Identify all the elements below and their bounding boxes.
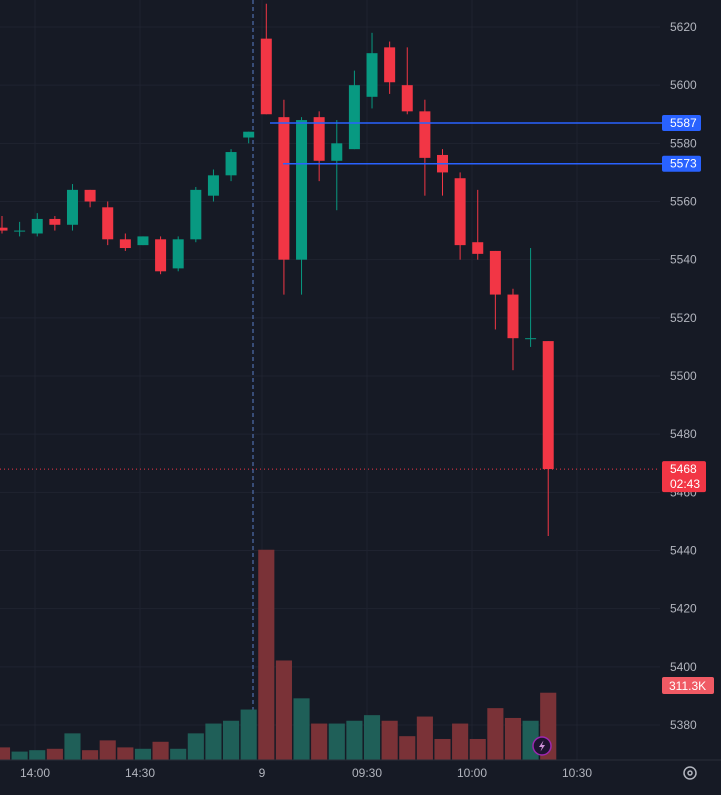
volume-bar: [11, 751, 28, 760]
x-tick-label: 09:30: [352, 766, 382, 780]
candle-body: [243, 131, 255, 138]
volume-bar: [99, 740, 116, 760]
volume-bar: [328, 723, 345, 760]
volume-bar: [223, 720, 240, 760]
price-line-tag-label: 5573: [670, 157, 697, 171]
candle-body: [207, 175, 219, 196]
candle-body: [384, 47, 396, 83]
candle-body: [278, 117, 290, 260]
time-axis[interactable]: 14:00 14:30 9 09:30 10:00 10:30: [0, 759, 721, 780]
volume-bar: [0, 747, 11, 760]
volume-bar: [170, 748, 187, 760]
candle-body: [296, 120, 308, 260]
candle-body: [14, 230, 26, 232]
y-tick-label: 5580: [670, 136, 697, 150]
y-tick-label: 5620: [670, 20, 697, 34]
candles: [0, 3, 554, 536]
y-tick-label: 5400: [670, 660, 697, 674]
lightning-icon[interactable]: [532, 736, 552, 756]
y-tick-label: 5420: [670, 602, 697, 616]
volume-bars: [0, 549, 557, 760]
price-line-tag-label: 5587: [670, 116, 697, 130]
volume-tag-label: 311.3K: [669, 679, 706, 693]
volume-bar: [381, 720, 398, 760]
volume-bar: [416, 716, 433, 760]
candle-body: [525, 338, 537, 340]
candle-body: [489, 250, 501, 295]
price-lines: [0, 122, 662, 470]
x-tick-label: 14:30: [125, 766, 155, 780]
x-tick-label: 14:00: [20, 766, 50, 780]
volume-bar: [399, 736, 416, 760]
volume-bar: [434, 738, 451, 760]
candle-body: [190, 189, 202, 240]
candle-body: [348, 85, 360, 150]
candle-body: [454, 178, 466, 246]
candle-body: [401, 85, 413, 112]
y-tick-label: 5500: [670, 369, 697, 383]
candle-body: [119, 239, 131, 249]
candle-body: [84, 189, 96, 202]
volume-bar: [205, 723, 222, 760]
last-price-label: 5468: [670, 462, 697, 476]
candle-body: [366, 53, 378, 97]
candle-body: [313, 117, 325, 161]
volume-bar: [452, 723, 469, 760]
candle-body: [472, 242, 484, 254]
candle-body: [49, 218, 61, 225]
candle-body: [419, 111, 431, 158]
countdown-label: 02:43: [670, 477, 700, 491]
candle-body: [260, 38, 272, 115]
volume-bar: [82, 750, 99, 760]
volume-bar: [187, 733, 204, 760]
volume-bar: [152, 741, 169, 760]
candle-body: [137, 236, 149, 246]
y-tick-label: 5440: [670, 544, 697, 558]
candle-body: [102, 207, 114, 240]
candle-body: [0, 227, 8, 231]
volume-bar: [504, 717, 522, 760]
price-line-tag: [662, 155, 701, 172]
candle-body: [507, 294, 519, 339]
price-line-tag: [662, 114, 701, 131]
volume-bar: [29, 750, 46, 760]
candle-body: [31, 218, 43, 234]
volume-bar: [346, 720, 363, 760]
volume-bar: [293, 698, 310, 760]
volume-bar: [258, 549, 275, 760]
settings-gear-icon[interactable]: [683, 766, 697, 780]
volume-bar: [64, 733, 81, 760]
volume-bar: [117, 747, 134, 760]
volume-bar: [134, 748, 152, 760]
x-tick-label: 9: [259, 766, 266, 780]
volume-bar: [46, 748, 63, 760]
y-tick-label: 5380: [670, 718, 697, 732]
volume-bar: [240, 709, 257, 760]
volume-bar: [487, 708, 504, 760]
candle-body: [155, 239, 167, 272]
x-tick-label: 10:30: [562, 766, 592, 780]
y-tick-label: 5520: [670, 311, 697, 325]
y-tick-label: 5600: [670, 78, 697, 92]
candle-body: [225, 152, 237, 176]
candle-body: [66, 189, 78, 225]
candle-body: [172, 239, 184, 269]
candle-body: [331, 143, 343, 161]
last-price-tag: [662, 461, 706, 493]
candle-body: [542, 341, 554, 470]
volume-bar: [311, 723, 328, 760]
x-tick-label: 10:00: [457, 766, 487, 780]
volume-bar: [469, 738, 486, 760]
y-tick-label: 5480: [670, 427, 697, 441]
volume-tag: [662, 677, 714, 694]
volume-bar: [275, 660, 292, 760]
y-tick-label: 5540: [670, 253, 697, 267]
volume-bar: [363, 715, 381, 760]
y-tick-label: 5560: [670, 195, 697, 209]
